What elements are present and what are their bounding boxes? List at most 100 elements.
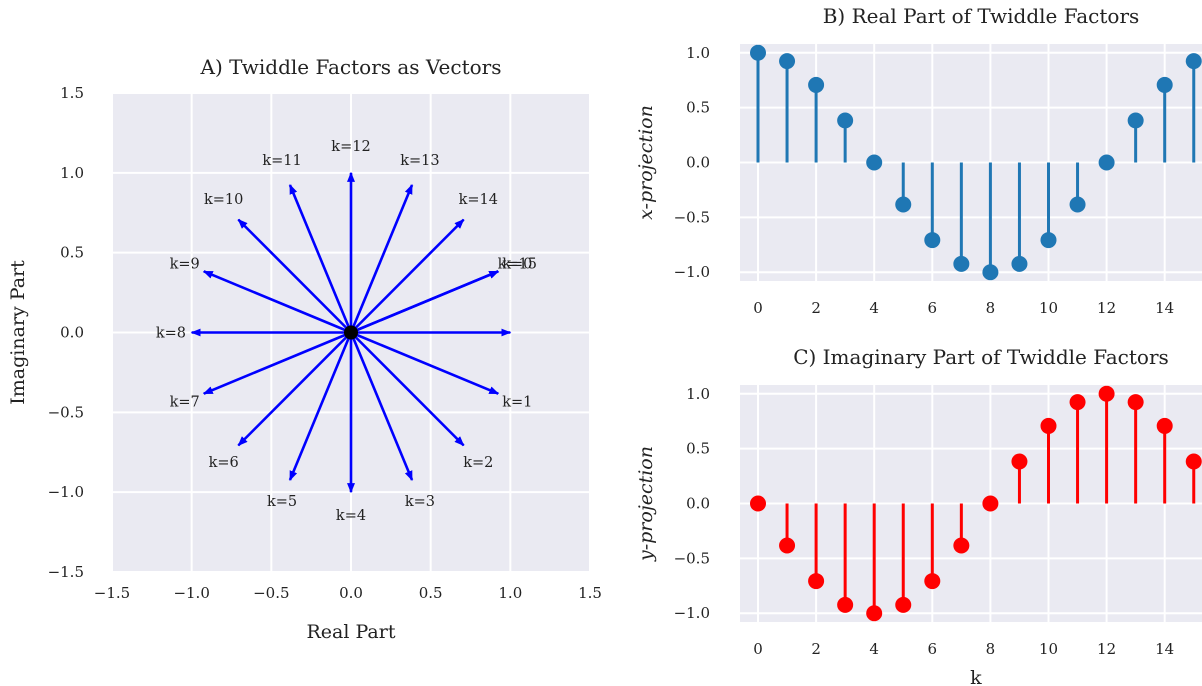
panel-c-y-tick-label: 0.0 <box>686 495 710 513</box>
panel-a-y-axis-label: Imaginary Part <box>7 260 29 405</box>
stem-marker <box>982 495 999 512</box>
vector-label: k=1 <box>502 395 532 411</box>
panel-a-x-tick-label: −0.5 <box>253 584 289 602</box>
panel-a-title: A) Twiddle Factors as Vectors <box>200 55 502 79</box>
panel-a-y-tick-label: 0.0 <box>60 324 84 342</box>
panel-b-x-tick-label: 12 <box>1097 299 1116 317</box>
panel-a-x-tick-label: −1.0 <box>173 584 209 602</box>
panel-c-x-tick-label: 10 <box>1039 640 1058 658</box>
panel-a-vectors <box>190 171 512 494</box>
twiddle-vector-arrow <box>237 218 352 334</box>
panel-c-x-tick-label: 0 <box>753 640 763 658</box>
stem-marker <box>808 76 825 93</box>
panel-a-y-tick-label: −1.5 <box>48 563 84 581</box>
panel-a-vector-labels: k=0 k=1 k=2 k=3 k=4 k=5 k=6 k=7 k=8 k=9 k=10 k=11 k=… <box>156 139 537 524</box>
vector-label: k=14 <box>459 192 498 208</box>
panel-b-y-tick-label: 0.5 <box>686 99 710 117</box>
panel-c-y-tick-label: 0.5 <box>686 440 710 458</box>
panel-b-tick-labels: 0 2 4 6 8 10 12 14 −1.0 −0.5 0.0 0.5 1.0 <box>674 44 1175 317</box>
panel-b-y-tick-label: −0.5 <box>674 208 710 226</box>
stem-marker <box>1011 255 1028 272</box>
vector-label: k=13 <box>400 153 439 169</box>
stem-marker <box>1156 76 1173 93</box>
stem-marker <box>750 44 766 61</box>
stem-marker <box>808 573 825 590</box>
panel-b-x-tick-label: 4 <box>869 299 879 317</box>
vector-label: k=7 <box>170 395 200 411</box>
vector-label: k=4 <box>336 508 366 524</box>
twiddle-vector-arrow <box>350 331 465 447</box>
stem-marker <box>1011 453 1028 470</box>
panel-a-y-tick-label: −1.0 <box>48 483 84 501</box>
stem-marker <box>837 596 854 613</box>
vector-label: k=2 <box>463 455 493 471</box>
panel-c-x-axis-label: k <box>970 667 982 686</box>
twiddle-vector-arrow <box>202 331 352 395</box>
stem-marker <box>779 537 796 554</box>
stem-marker <box>953 255 970 272</box>
stem-marker <box>1185 53 1202 70</box>
vector-label: k=0 <box>502 256 532 272</box>
panel-b-y-tick-label: 0.0 <box>686 154 710 172</box>
panel-c-x-tick-label: 8 <box>986 640 996 658</box>
twiddle-vector-arrow <box>350 218 465 334</box>
twiddle-vector-arrow <box>350 331 500 395</box>
panel-b-y-axis-label: x-projection <box>635 105 657 220</box>
origin-point <box>344 325 358 340</box>
stem-marker <box>1040 417 1057 434</box>
panel-c-y-tick-label: 1.0 <box>686 385 710 403</box>
panel-a-tick-labels: −1.5 −1.0 −0.5 0.0 0.5 1.0 1.5 −1.5 −1.0 −0.5 0.0 0… <box>48 84 602 602</box>
panel-c-y-tick-label: −0.5 <box>674 549 710 567</box>
stem-marker <box>750 495 766 512</box>
panel-a: k=0 k=1 k=2 k=3 k=4 k=5 k=6 k=7 k=8 k=9 k=10 k=11 k=… <box>7 55 602 643</box>
panel-c-title: C) Imaginary Part of Twiddle Factors <box>793 345 1169 369</box>
panel-b-y-tick-label: −1.0 <box>674 263 710 281</box>
vector-label: k=3 <box>405 494 435 510</box>
panel-b-y-tick-label: 1.0 <box>686 44 710 62</box>
vector-label: k=11 <box>262 153 301 169</box>
stem-marker <box>924 232 941 249</box>
panel-b-title: B) Real Part of Twiddle Factors <box>823 4 1140 28</box>
vector-label: k=12 <box>331 139 370 155</box>
twiddle-vector-arrow <box>350 270 500 334</box>
panel-c-x-tick-label: 4 <box>869 640 879 658</box>
panel-c-x-tick-label: 12 <box>1097 640 1116 658</box>
panel-a-y-tick-label: 0.5 <box>60 244 84 262</box>
vector-label: k=5 <box>267 494 297 510</box>
panel-b-x-tick-label: 0 <box>753 299 763 317</box>
panel-b-x-tick-label: 14 <box>1155 299 1174 317</box>
stem-marker <box>866 154 883 171</box>
panel-b-x-tick-label: 2 <box>811 299 821 317</box>
stem-marker <box>895 196 912 213</box>
panel-b-x-tick-label: 10 <box>1039 299 1058 317</box>
panel-c-y-tick-label: −1.0 <box>674 604 710 622</box>
panel-c-stems <box>750 385 1202 622</box>
panel-b-stems <box>750 44 1202 281</box>
panel-a-y-tick-label: 1.0 <box>60 164 84 182</box>
stem-marker <box>1156 417 1173 434</box>
stem-marker <box>1069 394 1086 411</box>
panel-c-tick-labels: 0 2 4 6 8 10 12 14 −1.0 −0.5 0.0 0.5 1.0 <box>674 385 1175 658</box>
panel-b: 0 2 4 6 8 10 12 14 −1.0 −0.5 0.0 0.5 1.0 B) Real Par… <box>635 4 1202 317</box>
stem-marker <box>1098 154 1115 171</box>
panel-a-x-tick-label: 0.0 <box>339 584 363 602</box>
stem-marker <box>924 573 941 590</box>
twiddle-vector-arrow <box>349 332 414 481</box>
panel-c-y-axis-label: y-projection <box>635 446 657 562</box>
panel-a-x-tick-label: 1.0 <box>498 584 522 602</box>
panel-c-x-tick-label: 14 <box>1155 640 1174 658</box>
panel-a-x-axis-label: Real Part <box>307 621 396 643</box>
stem-marker <box>866 605 883 622</box>
stem-marker <box>1069 196 1086 213</box>
panel-a-x-tick-label: 1.5 <box>578 584 602 602</box>
stem-marker <box>837 112 854 129</box>
stem-marker <box>895 596 912 613</box>
vector-label: k=9 <box>170 256 200 272</box>
vector-label: k=10 <box>204 192 243 208</box>
panel-a-y-tick-label: −0.5 <box>48 403 84 421</box>
stem-marker <box>1127 112 1144 129</box>
panel-c-x-tick-label: 6 <box>928 640 938 658</box>
panel-c: 0 2 4 6 8 10 12 14 −1.0 −0.5 0.0 0.5 1.0 C) Imaginar… <box>635 345 1202 686</box>
twiddle-vector-arrow <box>237 331 352 447</box>
